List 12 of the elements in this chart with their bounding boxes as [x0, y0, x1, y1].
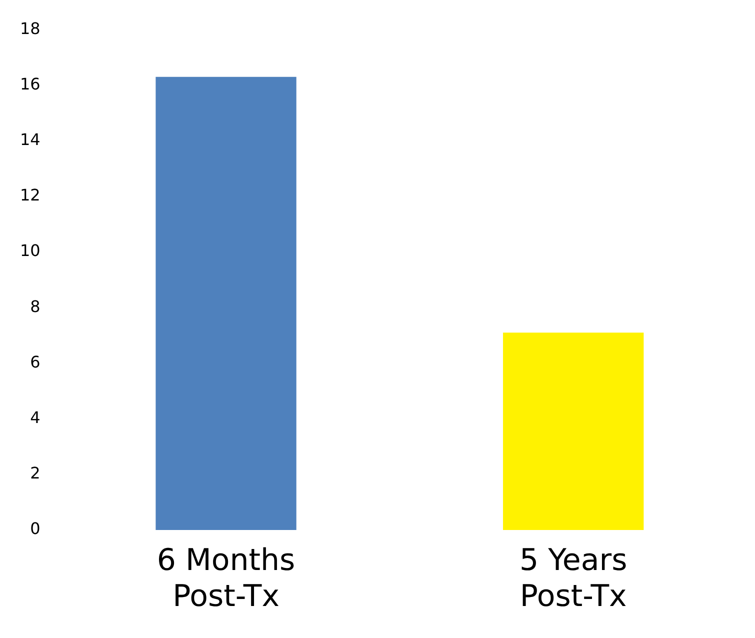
y-tick-label: 10: [20, 241, 40, 260]
y-tick-label: 4: [30, 408, 40, 427]
y-tick-label: 16: [20, 74, 40, 94]
y-tick-label: 14: [20, 130, 40, 149]
y-tick-label: 2: [30, 464, 40, 483]
x-tick-label: 5 Years Post-Tx: [519, 542, 628, 614]
y-tick-label: 0: [30, 519, 40, 538]
y-tick-label: 6: [30, 352, 40, 372]
y-tick-label: 12: [20, 186, 40, 205]
x-tick-label: 6 Months Post-Tx: [156, 542, 296, 614]
y-tick-label: 18: [20, 18, 40, 38]
y-tick-label: 8: [30, 296, 40, 316]
